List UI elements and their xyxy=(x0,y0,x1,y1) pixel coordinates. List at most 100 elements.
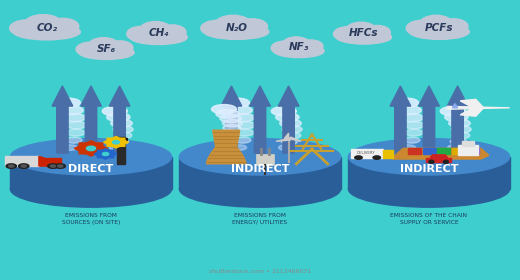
Ellipse shape xyxy=(440,106,465,116)
Ellipse shape xyxy=(220,115,241,123)
Bar xyxy=(423,148,436,154)
Bar xyxy=(117,137,125,164)
Ellipse shape xyxy=(271,41,297,55)
Text: CO₂: CO₂ xyxy=(36,23,57,32)
Ellipse shape xyxy=(113,126,133,133)
Text: PCFs: PCFs xyxy=(425,23,453,33)
Ellipse shape xyxy=(9,165,14,167)
Ellipse shape xyxy=(281,138,298,144)
Ellipse shape xyxy=(444,160,448,164)
Polygon shape xyxy=(278,86,299,153)
Ellipse shape xyxy=(204,24,269,39)
Polygon shape xyxy=(284,133,289,139)
Ellipse shape xyxy=(405,129,423,136)
Ellipse shape xyxy=(127,26,157,41)
Bar xyxy=(466,148,479,154)
Polygon shape xyxy=(348,157,510,189)
Ellipse shape xyxy=(102,153,109,156)
Ellipse shape xyxy=(55,164,66,168)
Polygon shape xyxy=(10,157,172,189)
Ellipse shape xyxy=(373,156,381,159)
Ellipse shape xyxy=(348,139,510,175)
Ellipse shape xyxy=(222,129,238,136)
Polygon shape xyxy=(447,86,468,153)
Ellipse shape xyxy=(107,113,130,122)
Ellipse shape xyxy=(219,134,233,140)
Polygon shape xyxy=(250,86,270,153)
Ellipse shape xyxy=(333,27,362,41)
Ellipse shape xyxy=(212,104,237,114)
Text: CH₄: CH₄ xyxy=(148,28,169,38)
Text: EMISSIONS FROM
SOURCES (ON SITE): EMISSIONS FROM SOURCES (ON SITE) xyxy=(62,213,120,225)
Ellipse shape xyxy=(47,18,79,34)
Ellipse shape xyxy=(355,156,362,159)
Ellipse shape xyxy=(67,122,86,129)
Ellipse shape xyxy=(56,98,81,108)
Text: shutterstock.com • 2112466031: shutterstock.com • 2112466031 xyxy=(209,269,311,274)
Ellipse shape xyxy=(236,129,254,136)
Ellipse shape xyxy=(448,145,462,150)
Ellipse shape xyxy=(179,139,341,175)
Ellipse shape xyxy=(112,141,120,144)
Ellipse shape xyxy=(225,98,250,108)
Ellipse shape xyxy=(420,15,452,32)
Ellipse shape xyxy=(406,20,437,36)
Text: HFCs: HFCs xyxy=(349,28,379,38)
Ellipse shape xyxy=(346,22,376,37)
Ellipse shape xyxy=(445,113,468,122)
Polygon shape xyxy=(390,86,411,153)
Bar xyxy=(452,148,465,154)
Polygon shape xyxy=(289,137,301,141)
Text: DIRECT: DIRECT xyxy=(68,164,114,174)
Ellipse shape xyxy=(233,114,254,122)
Ellipse shape xyxy=(216,15,251,32)
Ellipse shape xyxy=(235,137,251,143)
Ellipse shape xyxy=(450,138,467,144)
Ellipse shape xyxy=(223,125,241,131)
Ellipse shape xyxy=(6,164,17,168)
Ellipse shape xyxy=(348,171,510,207)
Ellipse shape xyxy=(336,30,392,44)
Ellipse shape xyxy=(64,114,85,122)
Bar xyxy=(115,138,127,140)
Text: EMISSIONS OF THE CHAIN
SUPPLY OR SERVICE: EMISSIONS OF THE CHAIN SUPPLY OR SERVICE xyxy=(391,213,467,225)
Ellipse shape xyxy=(159,25,186,39)
Text: EMISSIONS FROM
ENERGY/ UTILITIES: EMISSIONS FROM ENERGY/ UTILITIES xyxy=(232,213,288,225)
Bar xyxy=(46,158,61,166)
Ellipse shape xyxy=(410,24,469,39)
Ellipse shape xyxy=(10,20,45,36)
Polygon shape xyxy=(221,86,242,153)
Bar xyxy=(383,150,393,158)
Polygon shape xyxy=(109,86,130,153)
Ellipse shape xyxy=(405,122,424,129)
Ellipse shape xyxy=(402,114,423,122)
Ellipse shape xyxy=(271,106,296,116)
Bar xyxy=(256,154,275,165)
Ellipse shape xyxy=(10,171,172,207)
Polygon shape xyxy=(52,86,73,153)
Ellipse shape xyxy=(130,30,187,45)
Ellipse shape xyxy=(449,119,470,127)
Ellipse shape xyxy=(179,171,341,207)
Ellipse shape xyxy=(63,145,77,150)
Text: INDIRECT: INDIRECT xyxy=(231,164,289,174)
Ellipse shape xyxy=(451,126,471,133)
Polygon shape xyxy=(81,86,101,153)
Ellipse shape xyxy=(223,120,242,127)
Bar xyxy=(437,148,450,154)
Ellipse shape xyxy=(113,132,132,139)
Ellipse shape xyxy=(67,129,85,136)
Bar xyxy=(408,148,421,154)
Bar xyxy=(426,158,451,162)
Polygon shape xyxy=(452,104,458,108)
Ellipse shape xyxy=(439,19,468,34)
Polygon shape xyxy=(419,86,439,153)
Ellipse shape xyxy=(10,139,172,175)
Ellipse shape xyxy=(229,106,252,115)
Ellipse shape xyxy=(401,145,415,150)
Polygon shape xyxy=(179,157,341,189)
Ellipse shape xyxy=(88,38,119,53)
Ellipse shape xyxy=(398,106,421,115)
Ellipse shape xyxy=(201,20,235,36)
Ellipse shape xyxy=(274,45,324,58)
